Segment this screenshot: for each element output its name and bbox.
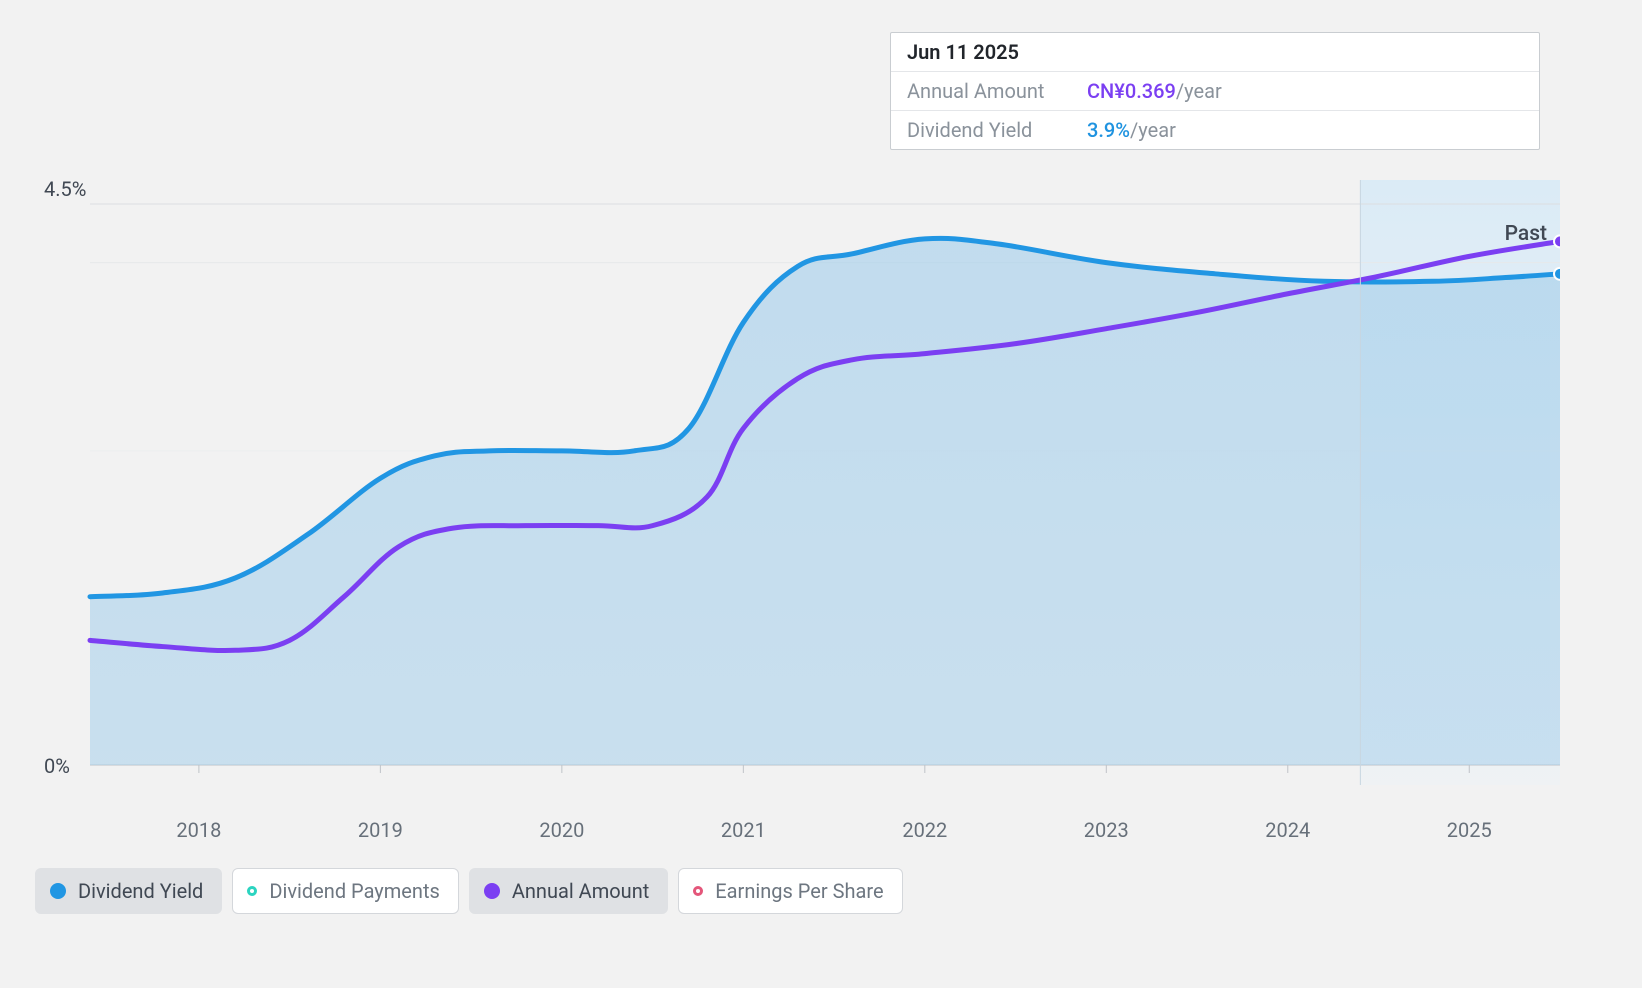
tooltip-row-annual-amount: Annual Amount CN¥0.369/year: [891, 72, 1539, 111]
legend-swatch-icon: [50, 883, 66, 899]
x-tick-label: 2019: [358, 818, 403, 842]
tooltip-key: Dividend Yield: [907, 118, 1087, 142]
legend-item-earnings-per-share[interactable]: Earnings Per Share: [678, 868, 902, 914]
x-tick-label: 2025: [1447, 818, 1492, 842]
legend-item-dividend-yield[interactable]: Dividend Yield: [35, 868, 222, 914]
tooltip-date: Jun 11 2025: [907, 40, 1019, 64]
x-tick-label: 2022: [902, 818, 947, 842]
tooltip-value: CN¥0.369/year: [1087, 79, 1222, 103]
tooltip-date-row: Jun 11 2025: [891, 33, 1539, 72]
x-tick-label: 2021: [721, 818, 766, 842]
legend-label: Annual Amount: [512, 879, 649, 903]
chart-legend: Dividend Yield Dividend Payments Annual …: [35, 868, 903, 914]
chart-svg: [35, 180, 1560, 785]
legend-label: Earnings Per Share: [715, 879, 883, 903]
chart-plot-area[interactable]: [35, 180, 1560, 785]
legend-label: Dividend Payments: [269, 879, 439, 903]
x-tick-label: 2020: [539, 818, 584, 842]
x-tick-label: 2024: [1265, 818, 1310, 842]
legend-swatch-icon: [693, 886, 703, 896]
tooltip-value: 3.9%/year: [1087, 118, 1176, 142]
tooltip-row-dividend-yield: Dividend Yield 3.9%/year: [891, 111, 1539, 149]
legend-swatch-icon: [247, 886, 257, 896]
past-label: Past: [1505, 222, 1547, 246]
legend-swatch-icon: [484, 883, 500, 899]
legend-item-dividend-payments[interactable]: Dividend Payments: [232, 868, 458, 914]
tooltip-key: Annual Amount: [907, 79, 1087, 103]
chart-tooltip: Jun 11 2025 Annual Amount CN¥0.369/year …: [890, 32, 1540, 150]
legend-label: Dividend Yield: [78, 879, 203, 903]
x-tick-label: 2023: [1084, 818, 1129, 842]
x-tick-label: 2018: [176, 818, 221, 842]
legend-item-annual-amount[interactable]: Annual Amount: [469, 868, 668, 914]
chart-container: Jun 11 2025 Annual Amount CN¥0.369/year …: [0, 0, 1642, 988]
